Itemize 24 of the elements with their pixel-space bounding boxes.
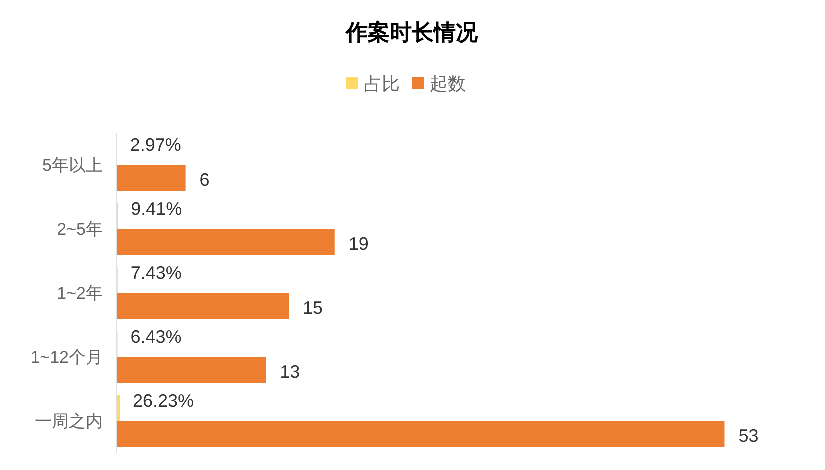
y-tick-label: 1~12个月	[30, 348, 103, 367]
data-label: 6	[200, 170, 210, 190]
bar	[117, 293, 289, 319]
legend-label: 起数	[430, 74, 466, 94]
y-tick-label: 2~5年	[57, 220, 103, 239]
bar	[117, 421, 725, 447]
data-label: 9.41%	[131, 199, 182, 219]
chart-title: 作案时长情况	[345, 20, 479, 45]
bar	[117, 357, 266, 383]
data-label: 2.97%	[130, 135, 182, 155]
legend-label: 占比	[364, 74, 400, 94]
data-label: 15	[303, 298, 324, 318]
data-label: 13	[280, 362, 300, 382]
data-label: 53	[738, 426, 759, 446]
y-tick-label: 5年以上	[42, 156, 103, 175]
data-label: 19	[348, 234, 369, 254]
bar	[117, 165, 186, 191]
data-label: 26.23%	[133, 391, 194, 411]
bar	[117, 395, 120, 421]
bar	[117, 229, 335, 255]
y-tick-label: 1~2年	[57, 284, 103, 303]
data-label: 7.43%	[130, 263, 182, 283]
data-label: 6.43%	[130, 327, 182, 347]
y-tick-label: 一周之内	[35, 412, 103, 431]
